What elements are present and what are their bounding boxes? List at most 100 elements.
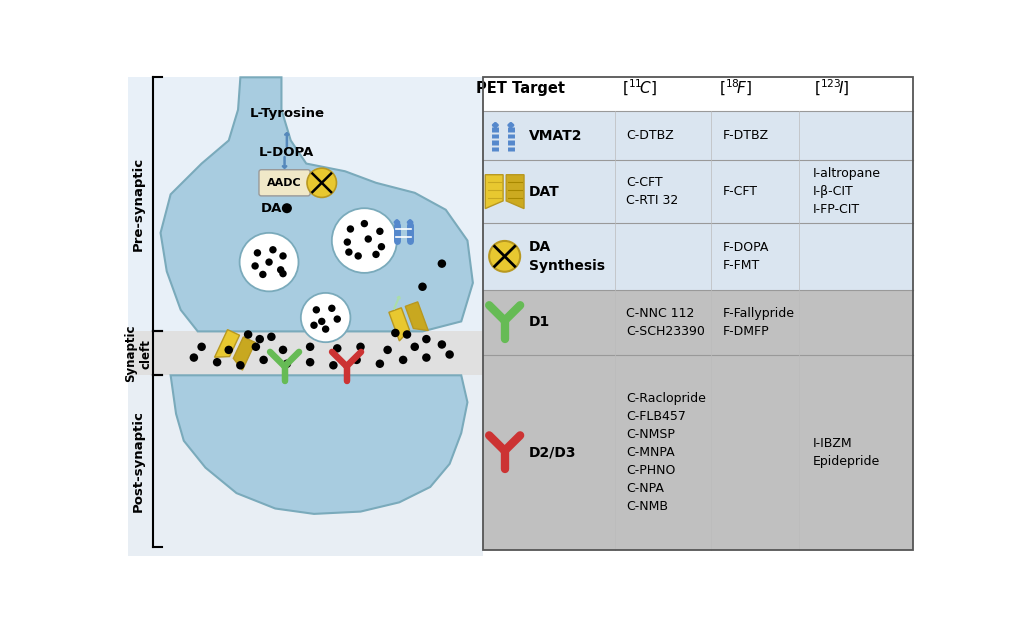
Circle shape <box>354 253 361 259</box>
Text: D1: D1 <box>528 315 550 329</box>
Circle shape <box>306 342 314 351</box>
Circle shape <box>255 335 264 343</box>
FancyBboxPatch shape <box>259 170 310 196</box>
Circle shape <box>189 353 198 362</box>
Polygon shape <box>161 78 473 331</box>
Circle shape <box>345 248 352 256</box>
Circle shape <box>422 335 431 343</box>
Circle shape <box>365 236 372 242</box>
Circle shape <box>244 330 252 339</box>
Text: C-Raclopride
C-FLB457
C-NMSP
C-MNPA
C-PHNO
C-NPA
C-NMB: C-Raclopride C-FLB457 C-NMSP C-MNPA C-PH… <box>627 392 707 512</box>
Polygon shape <box>171 375 467 514</box>
Circle shape <box>318 318 326 325</box>
Text: VMAT2: VMAT2 <box>528 129 583 143</box>
Text: DA: DA <box>261 202 282 215</box>
Text: F-DOPA
F-FMT: F-DOPA F-FMT <box>722 241 769 272</box>
Circle shape <box>280 270 287 278</box>
FancyBboxPatch shape <box>483 78 913 111</box>
Circle shape <box>383 346 392 354</box>
Text: $[{^{123}\!I}]$: $[{^{123}\!I}]$ <box>814 78 850 98</box>
Circle shape <box>213 358 221 366</box>
Text: L-Tyrosine: L-Tyrosine <box>250 107 325 120</box>
Circle shape <box>322 326 330 332</box>
Circle shape <box>411 342 419 351</box>
Circle shape <box>489 241 520 272</box>
Circle shape <box>312 306 321 314</box>
Circle shape <box>251 262 259 269</box>
Text: I-IBZM
Epidepride: I-IBZM Epidepride <box>812 437 880 468</box>
Text: D2/D3: D2/D3 <box>528 445 577 459</box>
Text: C-NNC 112
C-SCH23390: C-NNC 112 C-SCH23390 <box>627 307 706 338</box>
Circle shape <box>283 359 291 368</box>
Circle shape <box>391 329 399 337</box>
Text: Synaptic
cleft: Synaptic cleft <box>124 325 153 382</box>
Circle shape <box>269 246 276 254</box>
Circle shape <box>347 225 354 232</box>
Circle shape <box>282 203 292 213</box>
Circle shape <box>301 293 350 343</box>
Text: AADC: AADC <box>267 177 302 187</box>
Text: C-DTBZ: C-DTBZ <box>627 129 674 142</box>
Circle shape <box>279 346 288 354</box>
Circle shape <box>344 238 351 246</box>
Circle shape <box>422 353 431 362</box>
Circle shape <box>334 316 341 322</box>
Circle shape <box>267 332 275 341</box>
Polygon shape <box>389 308 410 341</box>
Circle shape <box>259 271 266 278</box>
Circle shape <box>418 282 427 291</box>
Text: DAT: DAT <box>528 184 559 199</box>
Circle shape <box>329 361 338 369</box>
Text: Pre-synaptic: Pre-synaptic <box>131 158 144 251</box>
Circle shape <box>437 340 446 349</box>
FancyBboxPatch shape <box>128 331 483 375</box>
Circle shape <box>373 251 380 258</box>
Text: C-CFT
C-RTI 32: C-CFT C-RTI 32 <box>627 176 679 207</box>
Text: $[{^{11}\!C}]$: $[{^{11}\!C}]$ <box>622 78 657 98</box>
Circle shape <box>259 356 268 364</box>
Polygon shape <box>215 329 240 357</box>
Circle shape <box>276 266 285 274</box>
Circle shape <box>198 342 206 351</box>
FancyBboxPatch shape <box>128 78 483 331</box>
Circle shape <box>378 243 385 251</box>
Circle shape <box>254 249 261 257</box>
Text: I-altropane
I-β-CIT
I-FP-CIT: I-altropane I-β-CIT I-FP-CIT <box>812 167 881 216</box>
Circle shape <box>306 358 314 366</box>
Circle shape <box>356 342 365 351</box>
Polygon shape <box>406 302 428 331</box>
Text: DA
Synthesis: DA Synthesis <box>528 240 605 272</box>
Circle shape <box>252 342 260 351</box>
Circle shape <box>307 168 337 198</box>
Polygon shape <box>506 175 524 209</box>
Text: PET Target: PET Target <box>476 81 565 96</box>
Circle shape <box>352 356 360 364</box>
Text: F-Fallypride
F-DMFP: F-Fallypride F-DMFP <box>722 307 795 338</box>
Text: F-DTBZ: F-DTBZ <box>722 129 769 142</box>
Text: F-CFT: F-CFT <box>722 185 758 198</box>
Polygon shape <box>485 175 503 209</box>
Circle shape <box>240 233 299 291</box>
Circle shape <box>399 356 408 364</box>
Text: $[{^{18}\!F}]$: $[{^{18}\!F}]$ <box>719 78 753 98</box>
FancyBboxPatch shape <box>128 375 483 556</box>
Text: L-DOPA: L-DOPA <box>259 146 314 159</box>
Circle shape <box>332 208 397 273</box>
Circle shape <box>265 258 272 266</box>
Circle shape <box>224 346 233 354</box>
Circle shape <box>445 350 454 359</box>
Circle shape <box>280 253 287 259</box>
Circle shape <box>328 304 336 312</box>
Circle shape <box>376 359 384 368</box>
Circle shape <box>333 344 342 352</box>
Circle shape <box>237 361 245 369</box>
FancyBboxPatch shape <box>483 111 913 290</box>
Circle shape <box>310 321 317 329</box>
Text: Post-synaptic: Post-synaptic <box>131 411 144 512</box>
Circle shape <box>360 220 368 228</box>
Circle shape <box>376 228 384 235</box>
Circle shape <box>437 259 446 268</box>
FancyBboxPatch shape <box>483 290 913 550</box>
Polygon shape <box>233 337 255 370</box>
Circle shape <box>402 330 412 339</box>
